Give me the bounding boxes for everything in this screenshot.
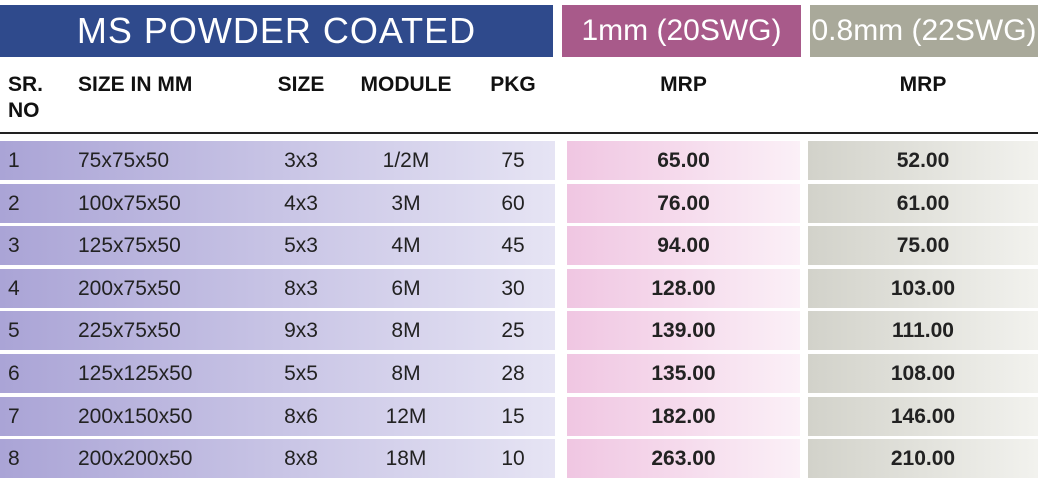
cell: 125x75x50 [78,234,181,258]
cell: 25 [501,319,525,343]
row-background [0,311,555,351]
price-cell: 182.00 [651,404,716,428]
cell: 4x3 [284,191,318,215]
cell: 5 [8,319,20,343]
cell: 75 [501,149,525,172]
cell: 10 [501,447,525,471]
row-background [567,226,800,266]
price-cell: 146.00 [890,404,956,428]
cell: 6 [8,362,20,385]
cell: 200x75x50 [78,276,181,300]
row-background [567,354,800,393]
row-background [567,311,800,351]
row-background [808,396,1038,436]
column-header: SIZE [277,73,325,96]
row-background [0,354,555,393]
cell: 45 [501,234,525,258]
price-cell: 65.00 [657,149,710,172]
row-background [0,268,555,308]
cell: 8x8 [284,447,318,471]
price-cell: 111.00 [892,319,954,343]
row-background [808,226,1038,266]
column-header: MRP [899,73,947,96]
cell: 225x75x50 [78,319,181,343]
cell: 4 [8,276,20,300]
row-background [0,141,555,180]
row-background [567,439,800,479]
cell: 12M [385,404,427,428]
row-background [808,439,1038,479]
cell: 5x5 [284,362,318,385]
row-background [808,354,1038,393]
row-background [808,268,1038,308]
price-cell: 75.00 [896,234,950,258]
cell: 7 [8,404,20,428]
variant-header: 1mm (20SWG) [562,5,801,57]
cell: 18M [385,447,427,471]
cell: 75x75x50 [78,149,170,172]
price-cell: 210.00 [890,447,956,471]
price-cell: 108.00 [890,362,956,385]
row-background [808,141,1038,180]
price-cell: 139.00 [651,319,716,343]
price-cell: 135.00 [651,362,716,385]
cell: 200x200x50 [78,447,193,471]
cell: 125x125x50 [78,362,193,385]
cell: 8 [8,447,20,471]
cell: 100x75x50 [78,191,181,215]
cell: 5x3 [284,234,318,258]
column-header: PKG [490,73,536,96]
cell: 28 [501,362,525,385]
column-header: MODULE [360,73,452,96]
row-background [567,183,800,223]
cell: 30 [501,276,525,300]
cell: 1/2M [382,149,430,172]
cell: 200x150x50 [78,404,193,428]
cell: 1 [8,149,20,172]
header-rule [0,132,1038,134]
row-background [808,311,1038,351]
cell: 8M [391,362,421,385]
price-cell: 52.00 [896,149,950,172]
price-cell: 94.00 [657,234,710,258]
table-title: MS POWDER COATED [0,5,553,57]
column-header: MRP [660,73,707,96]
cell: 3 [8,234,20,258]
cell: 15 [501,404,525,428]
cell: 8x6 [284,404,318,428]
cell: 3x3 [284,149,318,172]
cell: 6M [391,276,421,300]
cell: 2 [8,191,20,215]
row-background [567,396,800,436]
cell: 3M [391,191,421,215]
cell: 9x3 [284,319,318,343]
cell: 8x3 [284,276,318,300]
variant-header: 0.8mm (22SWG) [810,5,1038,57]
row-background [0,226,555,266]
cell: 60 [501,191,525,215]
cell: 8M [391,319,421,343]
cell: 4M [391,234,421,258]
price-cell: 103.00 [890,276,956,300]
price-cell: 61.00 [896,191,950,215]
row-background [808,183,1038,223]
row-background [567,268,800,308]
price-cell: 128.00 [651,276,716,300]
price-cell: 263.00 [651,447,716,471]
column-header: SR. NO [8,73,44,122]
row-background [0,183,555,223]
price-cell: 76.00 [657,191,710,215]
row-background [567,141,800,180]
row-background [0,439,555,479]
column-header: SIZE IN MM [78,73,193,96]
row-background [0,396,555,436]
